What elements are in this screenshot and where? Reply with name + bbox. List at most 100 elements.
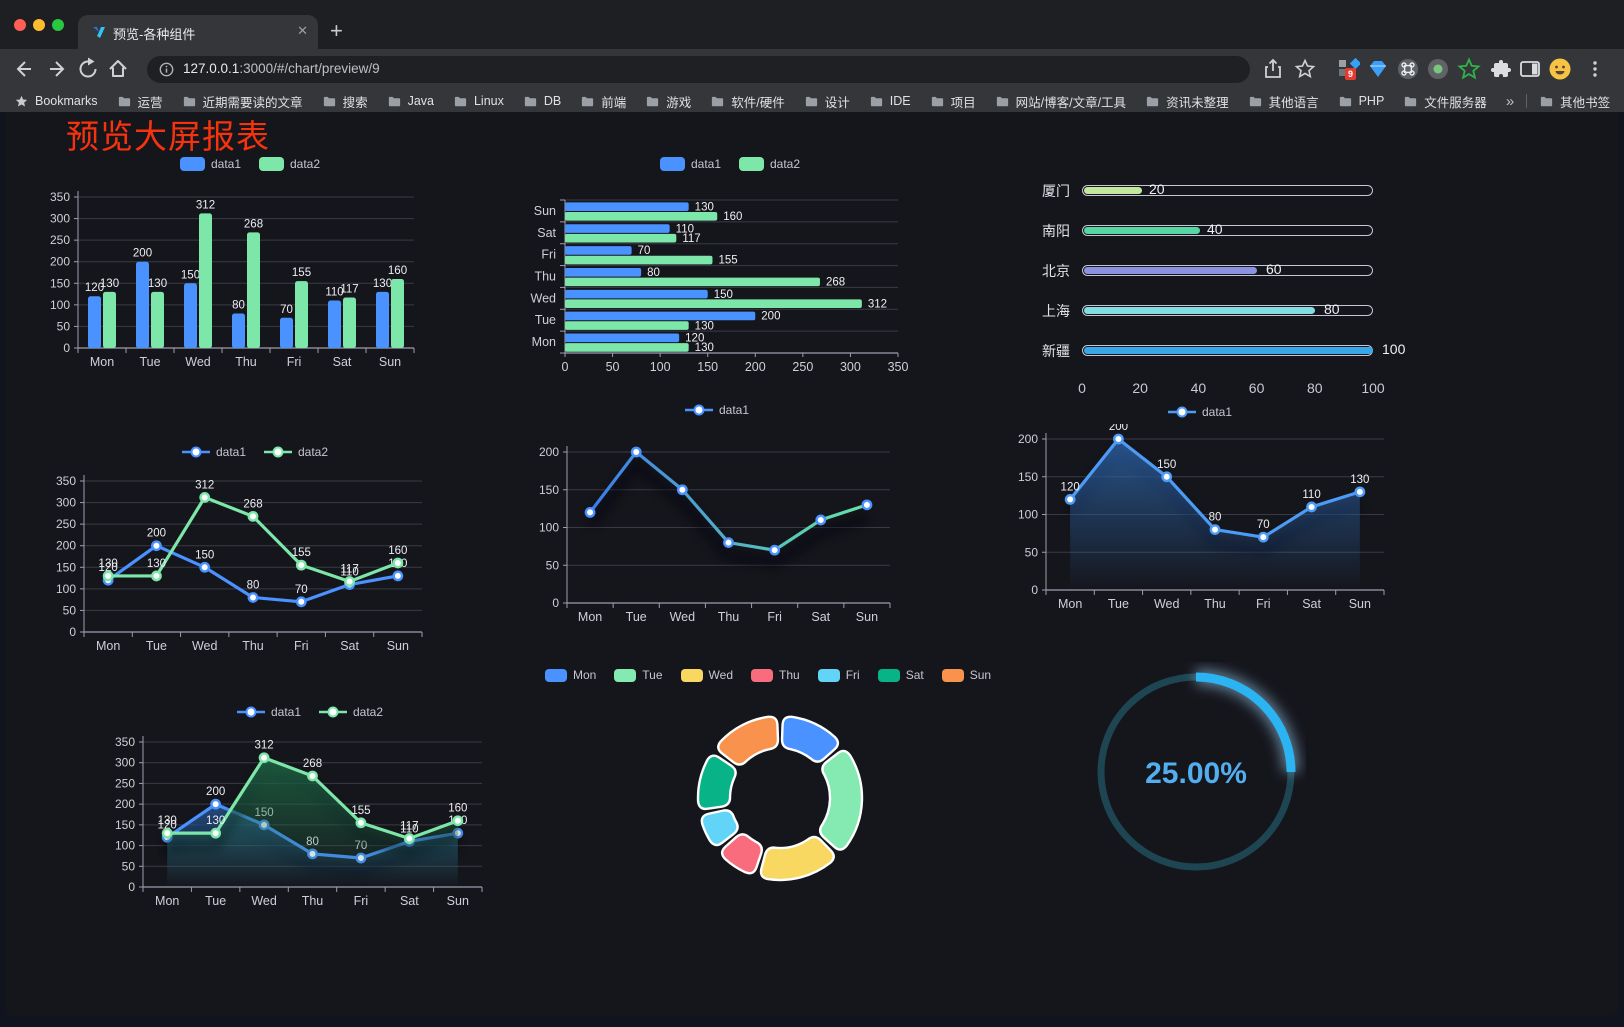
legend-label: data2	[290, 157, 321, 171]
legend-item[interactable]: Tue	[614, 668, 663, 682]
bookmark-item[interactable]: 网站/博客/文章/工具	[995, 92, 1126, 111]
bookmark-item[interactable]: 近期需要读的文章	[182, 92, 303, 111]
svg-text:70: 70	[280, 304, 293, 316]
legend-item[interactable]: Sun	[941, 668, 991, 682]
window-zoom-button[interactable]	[52, 19, 64, 31]
bookmark-item[interactable]: 软件/硬件	[710, 92, 785, 111]
legend-item[interactable]: data1	[236, 705, 301, 719]
legend-swatch	[739, 157, 764, 171]
extension-green-star-icon[interactable]	[1457, 57, 1481, 81]
legend-item[interactable]: data2	[739, 157, 800, 171]
svg-text:150: 150	[115, 818, 135, 832]
window-close-button[interactable]	[14, 19, 26, 31]
svg-text:Wed: Wed	[531, 291, 557, 305]
legend-item[interactable]: data1	[659, 157, 721, 171]
new-tab-button[interactable]: +	[330, 18, 343, 43]
address-bar[interactable]: 127.0.0.1:3000/#/chart/preview/9	[147, 56, 1250, 83]
progress-value: 20	[1149, 181, 1165, 197]
svg-text:155: 155	[292, 267, 311, 279]
svg-text:Tue: Tue	[1108, 597, 1129, 608]
extension-command-icon[interactable]	[1396, 57, 1420, 81]
bookmark-item[interactable]: Linux	[453, 92, 504, 111]
window-minimize-button[interactable]	[33, 19, 45, 31]
svg-text:160: 160	[448, 803, 467, 815]
legend-item[interactable]: data1	[179, 157, 241, 171]
bookmark-item[interactable]: Java	[387, 92, 434, 111]
bookmark-item[interactable]: IDE	[869, 92, 911, 111]
url-text[interactable]: 127.0.0.1:3000/#/chart/preview/9	[183, 61, 380, 76]
svg-text:80: 80	[232, 299, 245, 311]
bookmark-item[interactable]: 其他语言	[1248, 92, 1319, 111]
back-icon[interactable]	[11, 57, 35, 81]
legend-swatch	[941, 668, 964, 682]
legend-item[interactable]: data2	[319, 705, 383, 719]
svg-text:250: 250	[115, 776, 135, 790]
bookmark-items: 运营 近期需要读的文章 搜索 Java Linux DB 前端 游戏 软件/硬件 设计 IDE 项目 网…	[117, 92, 1487, 111]
extension-tabs-icon[interactable]: 9	[1336, 57, 1362, 81]
bookmark-item[interactable]: 设计	[804, 92, 850, 111]
bookmark-item[interactable]: 项目	[930, 92, 976, 111]
legend-item[interactable]: data1	[181, 445, 246, 459]
svg-text:0: 0	[1031, 583, 1038, 597]
bookmark-item[interactable]: 运营	[117, 92, 163, 111]
legend-item[interactable]: Fri	[817, 668, 860, 682]
chart-legend: data1 data2	[95, 700, 525, 724]
legend-item[interactable]: Wed	[680, 668, 733, 682]
bookmark-item[interactable]: 资讯未整理	[1145, 92, 1229, 111]
svg-text:0: 0	[552, 596, 559, 610]
svg-text:Wed: Wed	[185, 355, 211, 369]
extensions-puzzle-icon[interactable]	[1488, 57, 1512, 81]
profile-avatar[interactable]	[1548, 57, 1572, 81]
info-icon[interactable]	[159, 62, 174, 77]
extension-gem-icon[interactable]	[1366, 57, 1390, 81]
horizontal-bar-chart: data1 data2 0 50 100 150 200 250 300 350 Sun Sat Fri…	[525, 152, 935, 376]
bookmarks-overflow-chevron[interactable]: »	[1505, 92, 1515, 110]
reload-icon[interactable]	[76, 57, 100, 81]
bookmark-item[interactable]: PHP	[1338, 92, 1385, 111]
browser-tab[interactable]: 预览-各种组件 ✕	[78, 15, 318, 49]
svg-text:268: 268	[826, 277, 845, 289]
share-icon[interactable]	[1261, 57, 1285, 81]
svg-text:Sat: Sat	[400, 894, 419, 908]
bookmark-item[interactable]: 搜索	[322, 92, 368, 111]
side-panel-icon[interactable]	[1518, 57, 1542, 81]
progress-row: 南阳 40	[988, 220, 1418, 240]
legend-item[interactable]: data1	[1167, 405, 1232, 419]
legend-item[interactable]: data2	[264, 445, 328, 459]
progress-row: 上海 80	[988, 300, 1418, 320]
extension-record-icon[interactable]	[1426, 57, 1450, 81]
home-icon[interactable]	[106, 57, 130, 81]
svg-text:100: 100	[1018, 508, 1038, 522]
svg-text:Sun: Sun	[379, 355, 401, 369]
menu-kebab-icon[interactable]	[1583, 57, 1607, 81]
bookmark-item[interactable]: 游戏	[645, 92, 691, 111]
legend-label: data1	[270, 705, 301, 719]
svg-text:Sun: Sun	[856, 610, 878, 622]
other-bookmarks-item[interactable]: 其他书签	[1539, 92, 1610, 111]
legend-item[interactable]: Sat	[877, 668, 924, 682]
bookmarks-manager-item[interactable]: Bookmarks	[14, 94, 98, 109]
progress-track	[1082, 305, 1373, 316]
bookmark-item[interactable]: 前端	[580, 92, 626, 111]
tab-close-icon[interactable]: ✕	[297, 23, 308, 38]
legend-item[interactable]: Thu	[751, 668, 800, 682]
legend-label: Sat	[905, 668, 924, 682]
bookmark-label: PHP	[1358, 94, 1385, 108]
browser-toolbar: 127.0.0.1:3000/#/chart/preview/9 9	[0, 49, 1624, 90]
legend-item[interactable]: data1	[684, 403, 749, 417]
forward-icon[interactable]	[46, 57, 70, 81]
bookmark-item[interactable]: DB	[523, 92, 561, 111]
svg-text:Sun: Sun	[387, 639, 409, 653]
legend-item[interactable]: data2	[259, 157, 320, 171]
svg-text:Thu: Thu	[718, 610, 740, 622]
bookmark-star-icon[interactable]	[1293, 57, 1317, 81]
svg-text:150: 150	[697, 360, 718, 374]
svg-text:300: 300	[50, 212, 70, 226]
svg-text:312: 312	[868, 298, 887, 310]
bookmark-item[interactable]: 文件服务器	[1403, 92, 1487, 111]
svg-text:250: 250	[792, 360, 813, 374]
gauge-value-label: 25.00%	[1145, 757, 1247, 790]
progress-track	[1082, 345, 1373, 356]
legend-item[interactable]: Mon	[544, 668, 596, 682]
svg-text:150: 150	[539, 483, 559, 497]
